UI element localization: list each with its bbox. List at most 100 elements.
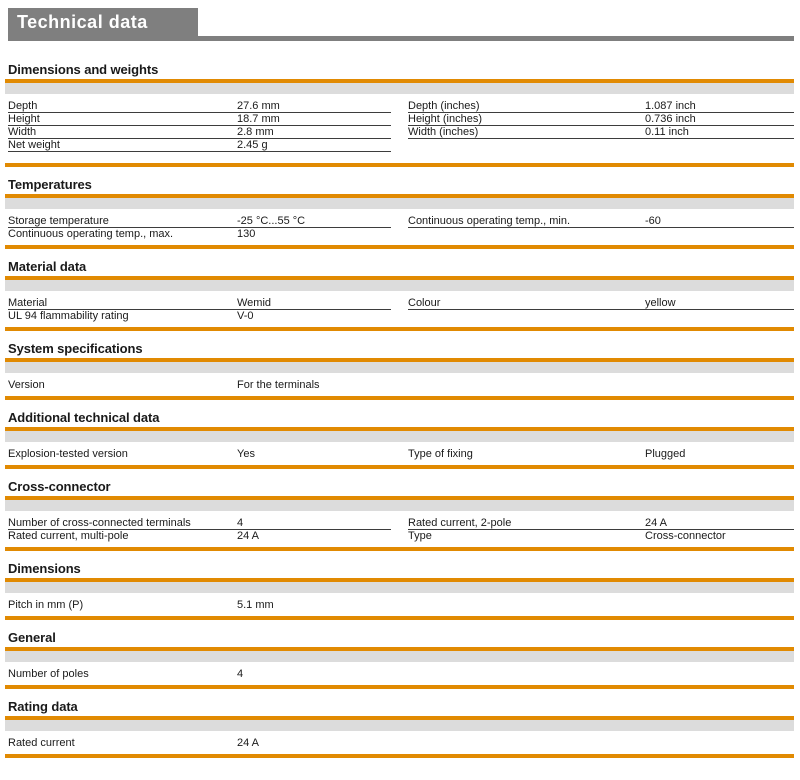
spec-row: Type Cross-connector <box>408 530 794 543</box>
spec-row: Pitch in mm (P) 5.1 mm <box>8 599 391 611</box>
spec-value: Yes <box>237 448 255 460</box>
spec-table-left: Material Wemid UL 94 flammability rating… <box>8 297 391 322</box>
section-accent-bar <box>5 496 794 500</box>
section-gray-band <box>5 720 794 731</box>
spec-value: V-0 <box>237 310 254 322</box>
section-gray-band <box>5 83 794 94</box>
section-heading: System specifications <box>8 341 143 356</box>
section-gray-band <box>5 198 794 209</box>
spec-label: Number of poles <box>8 668 89 680</box>
spec-label: Material <box>8 297 237 310</box>
spec-value: -60 <box>645 215 794 228</box>
spec-row: Colour yellow <box>408 297 794 310</box>
section-accent-bar <box>5 276 794 280</box>
spec-label: Height (inches) <box>408 112 645 126</box>
section-end-bar <box>5 616 794 620</box>
spec-section: System specifications Version For the te… <box>0 342 800 400</box>
spec-row: Height 18.7 mm <box>8 112 391 126</box>
spec-label: Net weight <box>8 138 237 152</box>
section-gray-band <box>5 362 794 373</box>
spec-table-left: Depth 27.6 mm Height 18.7 mm Width 2.8 m… <box>8 100 391 152</box>
spec-section: General Number of poles 4 <box>0 631 800 689</box>
section-accent-bar <box>5 194 794 198</box>
spec-table-left: Number of poles 4 <box>8 668 391 680</box>
spec-table-right: Type of fixing Plugged <box>408 448 794 460</box>
spec-label: Version <box>8 379 45 391</box>
spec-row: Depth (inches) 1.087 inch <box>408 100 794 113</box>
spec-label: Type <box>408 530 432 542</box>
spec-section: Dimensions and weights Depth 27.6 mm Hei… <box>0 63 800 167</box>
spec-table-right: Continuous operating temp., min. -60 <box>408 215 794 228</box>
spec-value: Wemid <box>237 297 391 310</box>
header-rule <box>8 36 794 41</box>
section-tables: Version For the terminals <box>8 379 794 391</box>
spec-value: 5.1 mm <box>237 599 274 611</box>
spec-value: 130 <box>237 228 256 240</box>
section-end-bar <box>5 163 794 167</box>
spec-label: Type of fixing <box>408 448 473 460</box>
section-heading: Rating data <box>8 699 78 714</box>
spec-table-right: Depth (inches) 1.087 inch Height (inches… <box>408 100 794 139</box>
section-end-bar <box>5 327 794 331</box>
section-heading: Material data <box>8 259 87 274</box>
spec-label: Number of cross-connected terminals <box>8 517 237 530</box>
spec-value: 4 <box>237 517 391 530</box>
section-accent-bar <box>5 427 794 431</box>
section-end-bar <box>5 245 794 249</box>
section-heading: Additional technical data <box>8 410 160 425</box>
spec-table-left: Pitch in mm (P) 5.1 mm <box>8 599 391 611</box>
spec-value: 1.087 inch <box>645 100 794 113</box>
spec-label: Rated current <box>8 737 75 749</box>
spec-label: Depth <box>8 100 237 113</box>
spec-table-right: Colour yellow <box>408 297 794 310</box>
section-tables: Storage temperature -25 °C...55 °C Conti… <box>8 215 794 240</box>
spec-table-right: Rated current, 2-pole 24 A Type Cross-co… <box>408 517 794 542</box>
spec-row: Rated current, 2-pole 24 A <box>408 517 794 530</box>
section-heading: General <box>8 630 56 645</box>
page-header: Technical data <box>0 8 800 41</box>
spec-label: Height <box>8 112 237 126</box>
technical-data-sections: Dimensions and weights Depth 27.6 mm Hei… <box>0 63 800 758</box>
section-tables: Rated current 24 A <box>8 737 794 749</box>
spec-label: Continuous operating temp., max. <box>8 228 174 240</box>
spec-label: Continuous operating temp., min. <box>408 215 645 228</box>
section-end-bar <box>5 754 794 758</box>
section-tables: Number of cross-connected terminals 4 Ra… <box>8 517 794 542</box>
spec-label: Colour <box>408 297 645 310</box>
spec-value: 0.736 inch <box>645 112 794 126</box>
page-title: Technical data <box>17 11 148 32</box>
section-accent-bar <box>5 79 794 83</box>
spec-row: Height (inches) 0.736 inch <box>408 112 794 126</box>
spec-label: Pitch in mm (P) <box>8 599 84 611</box>
spec-label: Rated current, multi-pole <box>8 530 129 542</box>
spec-section: Rating data Rated current 24 A <box>0 700 800 758</box>
spec-table-left: Explosion-tested version Yes <box>8 448 391 460</box>
spec-row: Number of poles 4 <box>8 668 391 680</box>
section-accent-bar <box>5 716 794 720</box>
spec-value: Cross-connector <box>645 530 726 542</box>
spec-value: 24 A <box>237 530 260 542</box>
spec-section: Dimensions Pitch in mm (P) 5.1 mm <box>0 562 800 620</box>
spec-row: Continuous operating temp., min. -60 <box>408 215 794 228</box>
spec-row: Explosion-tested version Yes <box>8 448 391 460</box>
spec-row: Width (inches) 0.11 inch <box>408 125 794 139</box>
spec-value: Plugged <box>645 448 686 460</box>
spec-row: Version For the terminals <box>8 379 391 391</box>
spec-section: Temperatures Storage temperature -25 °C.… <box>0 178 800 249</box>
spec-value: 4 <box>237 668 244 680</box>
spec-value: -25 °C...55 °C <box>237 215 391 228</box>
spec-value: 2.45 g <box>237 138 391 152</box>
spec-row: Rated current 24 A <box>8 737 391 749</box>
spec-label: Depth (inches) <box>408 100 645 113</box>
spec-value: 2.8 mm <box>237 125 391 139</box>
section-gray-band <box>5 651 794 662</box>
section-gray-band <box>5 500 794 511</box>
spec-label: UL 94 flammability rating <box>8 310 129 322</box>
spec-value: 18.7 mm <box>237 112 391 126</box>
section-heading: Dimensions and weights <box>8 62 159 77</box>
spec-table-left: Number of cross-connected terminals 4 Ra… <box>8 517 391 542</box>
spec-value: For the terminals <box>237 379 320 391</box>
section-gray-band <box>5 431 794 442</box>
section-tables: Pitch in mm (P) 5.1 mm <box>8 599 794 611</box>
spec-row: UL 94 flammability rating V-0 <box>8 310 391 323</box>
